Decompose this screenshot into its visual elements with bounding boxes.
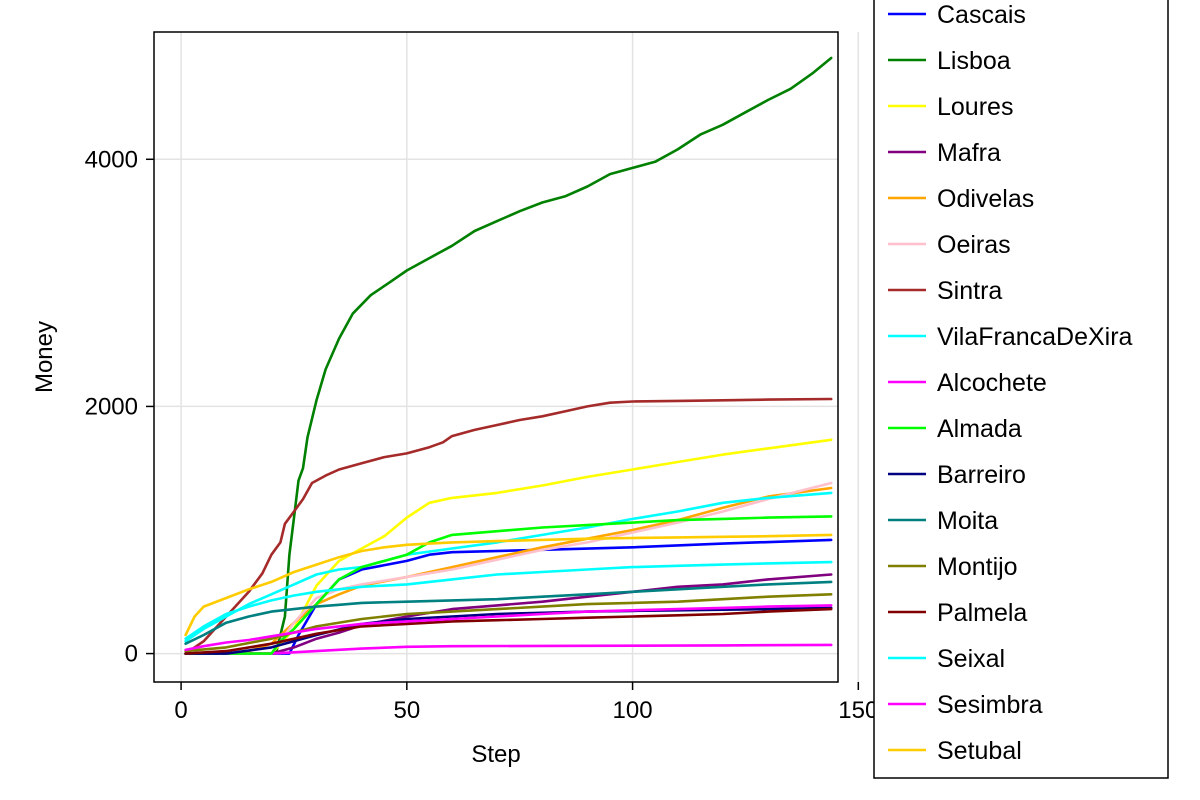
series-line-oeiras	[184, 481, 833, 655]
series-line-setubal	[184, 533, 833, 637]
y-tick-label: 4000	[85, 146, 138, 173]
grid-lines	[154, 32, 860, 682]
plot-frame	[153, 31, 839, 683]
series-line-cascais	[184, 538, 833, 655]
series-line-moita	[184, 580, 833, 645]
axis-ticks: 0 50 100 150 0 2000 4000	[85, 146, 879, 724]
legend-label: Palmela	[937, 599, 1027, 627]
legend-label: VilaFrancaDeXira	[937, 323, 1133, 351]
legend-label: Setubal	[937, 737, 1022, 765]
y-axis-label: Money	[31, 321, 58, 393]
series-line-mafra	[184, 573, 833, 655]
legend-label: Barreiro	[937, 461, 1026, 489]
series-line-lisboa	[184, 56, 833, 655]
x-tick-label: 100	[613, 697, 653, 724]
legend-label: Moita	[937, 507, 998, 535]
legend-label: Sesimbra	[937, 691, 1043, 719]
x-tick-label: 0	[174, 697, 187, 724]
legend-label: Odivelas	[937, 185, 1034, 213]
legend-label: Sintra	[937, 277, 1002, 305]
series-line-sintra	[184, 397, 833, 655]
legend-label: Mafra	[937, 139, 1001, 167]
y-tick-label: 0	[125, 641, 138, 668]
legend-label: Almada	[937, 415, 1022, 443]
series-line-almada	[184, 515, 833, 655]
series-line-seixal	[184, 560, 833, 640]
legend-label: Cascais	[937, 1, 1026, 29]
legend-box	[873, 0, 1169, 779]
series-line-barreiro	[184, 606, 833, 655]
x-axis-label: Step	[471, 741, 520, 768]
legend-label: Alcochete	[937, 369, 1047, 397]
legend-label: Oeiras	[937, 231, 1011, 259]
y-tick-label: 2000	[85, 393, 138, 420]
x-tick-label: 150	[838, 697, 878, 724]
series-line-palmela	[184, 607, 833, 655]
legend-label: Lisboa	[937, 47, 1011, 75]
legend-label: Seixal	[937, 645, 1005, 673]
legend-label: Montijo	[937, 553, 1018, 581]
x-tick-label: 50	[393, 697, 420, 724]
series-line-sesimbra	[184, 604, 833, 652]
series-lines	[184, 56, 833, 655]
legend-label: Loures	[937, 93, 1013, 121]
legend: Cascais Lisboa Loures Mafra Odivelas Oeiras Si…	[873, 0, 1169, 779]
